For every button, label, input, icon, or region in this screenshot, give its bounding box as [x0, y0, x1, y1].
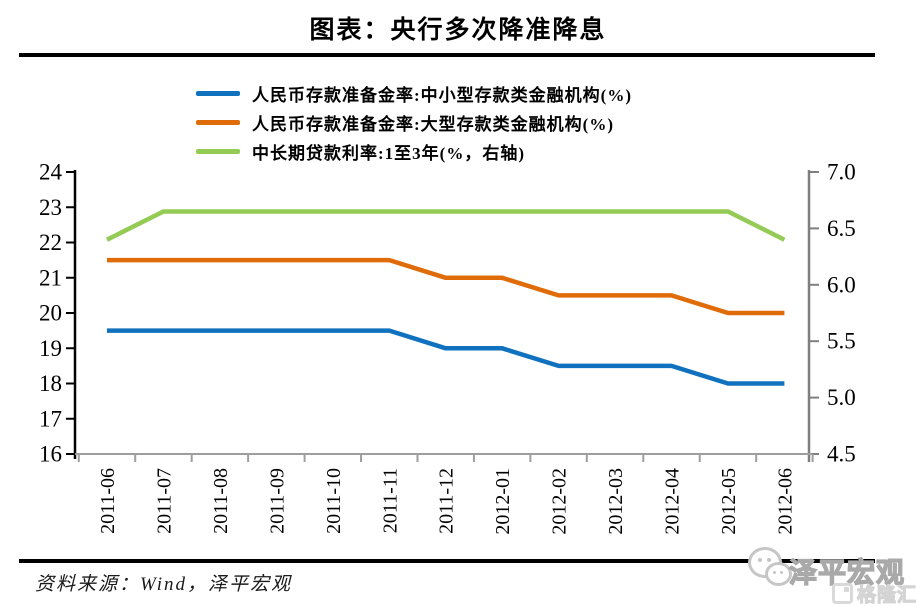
- x-axis-tick-label: 2012-05: [718, 468, 740, 535]
- left-axis-tick-label: 23: [39, 195, 62, 220]
- x-axis-tick-label: 2011-12: [436, 468, 458, 534]
- gelonghui-logo: 格隆汇: [832, 580, 916, 607]
- right-axis-tick-label: 6.5: [827, 216, 856, 241]
- legend-label: 人民币存款准备金率:大型存款类金融机构(%): [252, 115, 614, 134]
- left-axis-tick-label: 20: [39, 301, 62, 326]
- legend-swatch-blue: [196, 91, 240, 96]
- legend-swatch-orange: [196, 120, 240, 125]
- right-axis-tick-label: 5.5: [827, 329, 856, 354]
- page-title: 图表：央行多次降准降息: [309, 17, 607, 44]
- bottom-divider: [19, 559, 875, 563]
- wechat-icon: [746, 545, 794, 589]
- x-axis-tick-label: 2012-03: [605, 468, 627, 535]
- left-axis-tick-label: 22: [39, 230, 62, 255]
- legend-item: 中长期贷款利率:1至3年(%，右轴): [196, 137, 632, 166]
- x-axis-tick-label: 2012-01: [492, 468, 514, 535]
- chat-bubble-icon: [765, 562, 792, 586]
- right-axis-tick-label: 4.5: [827, 442, 856, 467]
- x-axis-tick-label: 2012-02: [549, 468, 571, 535]
- legend-label: 中长期贷款利率:1至3年(%，右轴): [252, 144, 525, 163]
- series-line-0: [107, 328, 785, 386]
- legend-item: 人民币存款准备金率:中小型存款类金融机构(%): [196, 79, 632, 108]
- x-axis-tick-label: 2012-04: [662, 468, 684, 535]
- source-note: 资料来源：Wind，泽平宏观: [35, 574, 293, 595]
- left-axis-tick-label: 16: [39, 442, 62, 467]
- series-line-2: [105, 209, 786, 242]
- x-axis-tick-label: 2011-11: [379, 468, 401, 533]
- left-axis-tick-label: 18: [39, 371, 62, 396]
- series-line-1: [107, 257, 785, 316]
- legend-item: 人民币存款准备金率:大型存款类金融机构(%): [196, 108, 632, 137]
- x-axis-tick-label: 2012-06: [774, 468, 796, 535]
- right-axis-tick-label: 7.0: [827, 160, 856, 185]
- left-axis-tick-label: 24: [39, 160, 63, 185]
- right-axis-tick-label: 5.0: [827, 385, 856, 410]
- legend-swatch-green: [196, 149, 240, 154]
- chart-legend: 人民币存款准备金率:中小型存款类金融机构(%) 人民币存款准备金率:大型存款类金…: [196, 79, 632, 166]
- gelonghui-label: 格隆汇: [856, 584, 916, 606]
- x-axis-tick-label: 2011-07: [153, 468, 175, 534]
- left-axis-tick-label: 19: [39, 336, 62, 361]
- gelonghui-icon: [832, 583, 853, 604]
- top-divider: [19, 53, 875, 57]
- x-axis-tick-label: 2011-10: [323, 468, 345, 534]
- x-axis-tick-label: 2011-06: [97, 468, 119, 534]
- x-axis-tick-label: 2011-08: [210, 468, 232, 534]
- left-axis-tick-label: 21: [39, 265, 62, 290]
- left-axis-tick-label: 17: [39, 406, 62, 431]
- right-axis-tick-label: 6.0: [827, 272, 856, 297]
- x-axis-tick-label: 2011-09: [266, 468, 288, 534]
- legend-label: 人民币存款准备金率:中小型存款类金融机构(%): [252, 86, 632, 105]
